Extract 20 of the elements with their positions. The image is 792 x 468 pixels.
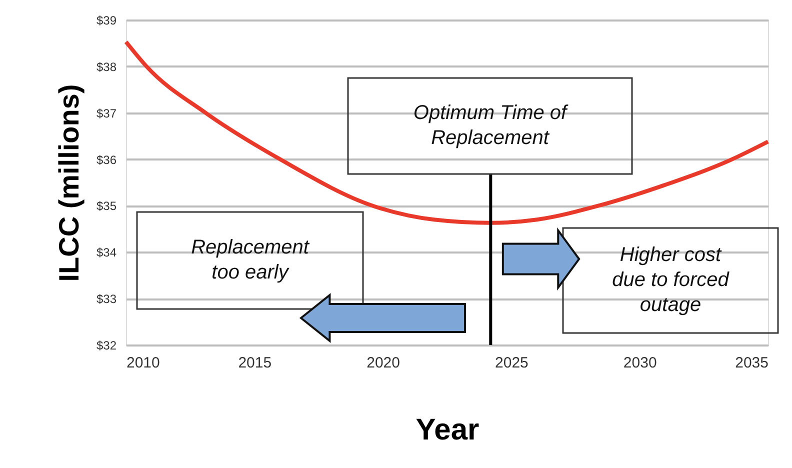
y-tick-label: $39 bbox=[96, 14, 117, 28]
x-tick-label: 2025 bbox=[495, 354, 528, 372]
y-tick-label: $33 bbox=[96, 292, 117, 306]
y-axis-title: ILCC (millions) bbox=[53, 84, 84, 282]
x-tick-label: 2030 bbox=[623, 354, 657, 372]
x-tick-label: 2010 bbox=[126, 354, 160, 372]
x-axis-title: Year bbox=[416, 414, 480, 446]
y-tick-label: $36 bbox=[96, 152, 117, 167]
y-tick-label: $35 bbox=[96, 199, 117, 214]
x-tick-label: 2015 bbox=[238, 354, 272, 372]
line-series bbox=[124, 40, 770, 225]
y-tick-label: $38 bbox=[96, 60, 117, 74]
annotation: Replacement too early bbox=[191, 236, 310, 284]
y-tick-label: $37 bbox=[96, 106, 117, 120]
x-tick-label: 2020 bbox=[366, 354, 400, 372]
y-tick-label: $32 bbox=[96, 338, 117, 352]
annotation: Higher cost due to forced outage bbox=[612, 244, 730, 316]
y-tick-label: $34 bbox=[96, 246, 117, 260]
annotation: Optimum Time of Replacement bbox=[413, 102, 570, 149]
x-tick-label: 2035 bbox=[735, 354, 768, 372]
